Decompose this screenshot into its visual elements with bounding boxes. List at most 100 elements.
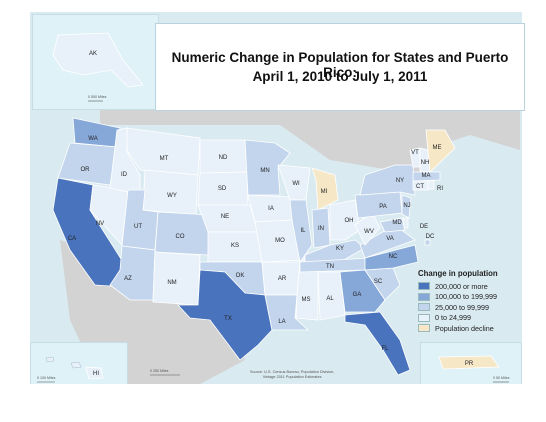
state-ma [412, 171, 441, 182]
svg-text:AK: AK [89, 51, 97, 57]
svg-text:ND: ND [219, 155, 228, 161]
state-mi [311, 167, 339, 211]
state-oh [329, 199, 361, 241]
title-line-1: Numeric Change in Population for States … [171, 50, 509, 80]
svg-text:CA: CA [68, 236, 76, 242]
svg-text:CO: CO [176, 234, 185, 240]
svg-text:NE: NE [221, 214, 229, 220]
state-va [359, 224, 416, 259]
state-or [57, 142, 118, 186]
svg-text:MT: MT [160, 156, 169, 162]
svg-text:VT: VT [411, 150, 419, 156]
legend-item: 100,000 to 199,999 [418, 292, 528, 303]
legend-swatch [418, 313, 430, 322]
svg-text:0 250 Miles: 0 250 Miles [150, 369, 169, 373]
svg-text:NH: NH [421, 160, 430, 166]
state-la [264, 294, 310, 331]
svg-text:UT: UT [134, 224, 142, 230]
svg-text:WA: WA [88, 136, 97, 142]
legend: Change in population 200,000 or more 100… [418, 269, 528, 334]
source-line-1: Source: U.S. Census Bureau, Population D… [250, 370, 335, 374]
svg-text:ID: ID [121, 172, 128, 178]
title-line-2: April 1, 2010 to July 1, 2011 [252, 69, 428, 84]
state-mt [126, 127, 201, 176]
legend-label: 200,000 or more [435, 281, 488, 291]
svg-text:SD: SD [218, 186, 227, 192]
svg-text:DC: DC [426, 234, 435, 240]
svg-text:0 100 Miles: 0 100 Miles [37, 376, 56, 380]
legend-item: 25,000 to 99,999 [418, 302, 528, 313]
svg-text:NC: NC [389, 254, 398, 260]
svg-text:HI: HI [93, 371, 99, 377]
main-scale-bar: 0 250 Miles [150, 369, 180, 376]
svg-text:AR: AR [278, 276, 287, 282]
legend-label: Population decline [435, 323, 494, 333]
alaska-inset: AK 0 500 Miles [32, 14, 159, 110]
state-ri [427, 180, 435, 190]
state-hi [85, 366, 104, 380]
state-ct [412, 180, 429, 191]
svg-text:MO: MO [275, 238, 285, 244]
state-pr [438, 355, 500, 370]
svg-text:AL: AL [326, 296, 334, 302]
source-line-2: Vintage 2011 Population Estimates [262, 374, 322, 379]
source-note: Source: U.S. Census Bureau, Population D… [250, 370, 334, 379]
svg-text:NM: NM [167, 280, 176, 286]
legend-label: 0 to 24,999 [435, 313, 471, 323]
svg-text:MD: MD [392, 220, 402, 226]
legend-title: Change in population [418, 269, 498, 278]
hawaii-inset: HI 0 100 Miles [30, 342, 128, 384]
svg-text:MA: MA [422, 173, 431, 179]
state-fl [344, 311, 411, 376]
svg-text:FL: FL [381, 346, 389, 352]
svg-text:OR: OR [81, 167, 91, 173]
svg-text:MI: MI [321, 189, 328, 195]
legend-swatch [418, 292, 430, 301]
state-il [289, 199, 313, 264]
state-ga [339, 269, 386, 313]
legend-item: 0 to 24,999 [418, 313, 528, 324]
legend-label: 100,000 to 199,999 [435, 292, 497, 302]
svg-text:MS: MS [302, 297, 311, 303]
legend-label: 25,000 to 99,999 [435, 302, 489, 312]
state-dc [424, 239, 431, 246]
svg-text:SC: SC [374, 279, 383, 285]
puerto-rico-inset: PR 0 50 Miles [420, 342, 522, 384]
state-nj [401, 194, 412, 219]
svg-text:LA: LA [278, 319, 285, 325]
svg-text:CT: CT [416, 184, 424, 190]
svg-text:NY: NY [396, 178, 404, 184]
state-tx [177, 269, 273, 361]
svg-text:TX: TX [224, 316, 232, 322]
svg-text:WI: WI [292, 181, 300, 187]
svg-text:0 50 Miles: 0 50 Miles [493, 376, 510, 380]
svg-text:AZ: AZ [124, 276, 132, 282]
state-nc [364, 244, 419, 271]
svg-text:MN: MN [260, 168, 269, 174]
state-nm [152, 251, 201, 306]
svg-text:VA: VA [386, 236, 394, 242]
state-ny [359, 164, 416, 196]
svg-text:OH: OH [345, 218, 354, 224]
svg-text:PA: PA [379, 204, 387, 210]
svg-text:WV: WV [364, 229, 374, 235]
svg-text:OK: OK [236, 273, 245, 279]
svg-text:GA: GA [353, 292, 362, 298]
svg-text:TN: TN [326, 264, 334, 270]
svg-text:NJ: NJ [403, 203, 410, 209]
svg-text:DE: DE [420, 224, 428, 230]
legend-item: Population decline [418, 323, 528, 334]
legend-item: 200,000 or more [418, 281, 528, 292]
state-me [425, 129, 456, 173]
legend-swatch [418, 282, 430, 291]
legend-swatch [418, 303, 430, 312]
legend-swatch [418, 324, 430, 333]
svg-text:IN: IN [318, 226, 324, 232]
title-box: Numeric Change in Population for States … [155, 23, 525, 111]
state-de [402, 217, 409, 229]
svg-text:IA: IA [268, 206, 274, 212]
svg-text:0 500 Miles: 0 500 Miles [88, 95, 107, 99]
state-md [379, 217, 406, 233]
svg-text:KS: KS [231, 243, 239, 249]
svg-text:KY: KY [336, 246, 344, 252]
